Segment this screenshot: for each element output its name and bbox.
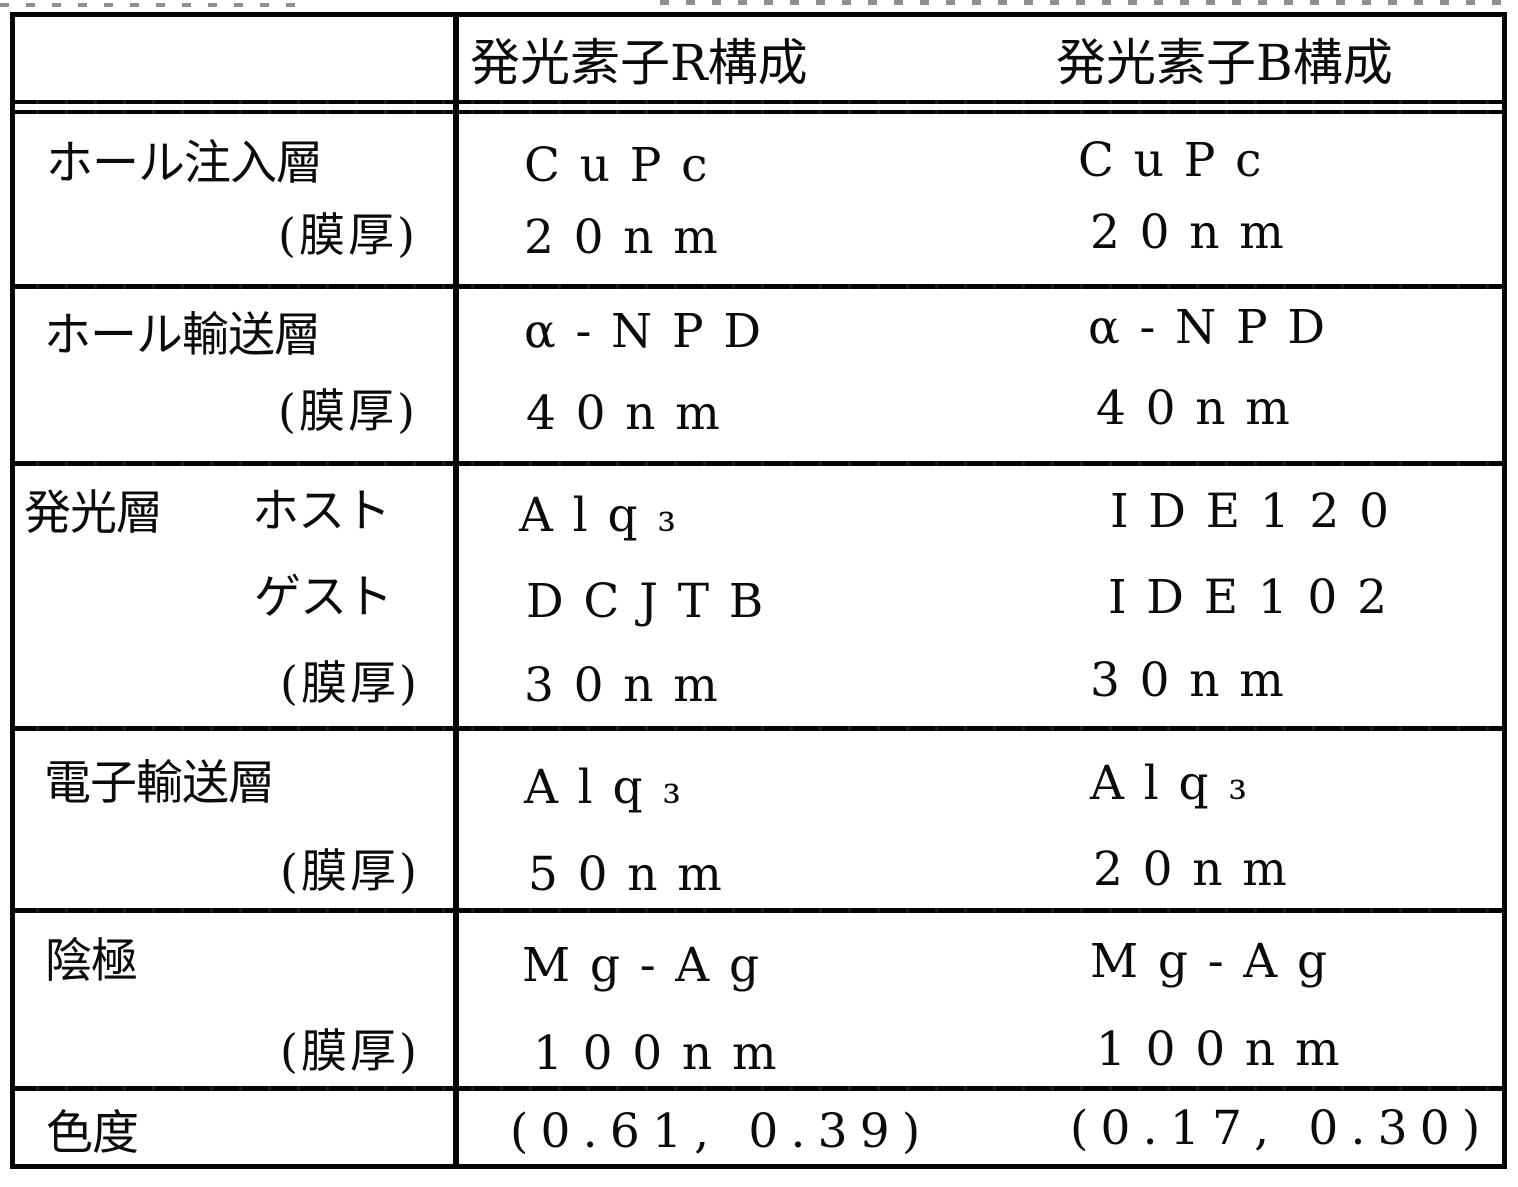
cell-r-hole-injection-thickness: 20nm bbox=[524, 210, 738, 265]
label-electron-transport-layer: 電子輸送層 bbox=[44, 756, 275, 811]
label-cathode-thickness: (膜厚) bbox=[280, 1024, 420, 1078]
label-hole-injection-thickness: (膜厚) bbox=[278, 208, 418, 262]
cell-b-cathode-thickness: 100nm bbox=[1096, 1022, 1360, 1077]
cell-r-cathode-thickness: 100nm bbox=[533, 1026, 797, 1081]
row-separator-5 bbox=[10, 1086, 1507, 1091]
scan-noise-top bbox=[660, 0, 1510, 5]
cell-r-hole-transport-thickness: 40nm bbox=[526, 386, 740, 441]
cell-b-electron-transport-material: Alq₃ bbox=[1090, 756, 1267, 811]
cell-b-chromaticity: (0.17, 0.30) bbox=[1070, 1101, 1493, 1156]
cell-b-hole-injection-thickness: 20nm bbox=[1090, 205, 1304, 260]
label-hole-injection-layer: ホール注入層 bbox=[46, 136, 323, 191]
cell-b-electron-transport-thickness: 20nm bbox=[1093, 842, 1307, 897]
cell-r-emitting-host: Alq₃ bbox=[519, 488, 696, 543]
row-separator-2 bbox=[10, 461, 1507, 466]
label-electron-transport-thickness: (膜厚) bbox=[280, 844, 420, 898]
header-separator-upper bbox=[10, 100, 1507, 104]
cell-b-emitting-thickness: 30nm bbox=[1090, 653, 1304, 708]
column-divider bbox=[453, 12, 459, 1169]
label-hole-transport-thickness: (膜厚) bbox=[278, 384, 418, 438]
row-separator-3 bbox=[10, 726, 1507, 731]
cell-r-chromaticity: (0.61, 0.39) bbox=[510, 1104, 933, 1159]
cell-r-hole-injection-material: CuPc bbox=[524, 138, 728, 193]
label-cathode: 陰極 bbox=[45, 934, 138, 989]
row-separator-1 bbox=[10, 284, 1507, 289]
cell-b-emitting-host: IDE120 bbox=[1110, 484, 1409, 539]
row-separator-4 bbox=[10, 908, 1507, 913]
cell-r-electron-transport-thickness: 50nm bbox=[528, 847, 742, 902]
cell-b-cathode-material: Mg-Ag bbox=[1090, 934, 1347, 989]
scan-noise-top-left bbox=[0, 3, 300, 7]
label-emitting-thickness: (膜厚) bbox=[280, 656, 420, 710]
cell-r-hole-transport-material: α-NPD bbox=[524, 304, 781, 359]
label-emitting-host: ホスト bbox=[252, 484, 391, 539]
cell-b-emitting-guest: IDE102 bbox=[1108, 570, 1407, 625]
cell-b-hole-injection-material: CuPc bbox=[1078, 133, 1282, 188]
cell-r-cathode-material: Mg-Ag bbox=[522, 938, 779, 993]
table-border bbox=[10, 12, 1507, 1169]
cell-r-electron-transport-material: Alq₃ bbox=[524, 760, 701, 815]
label-chromaticity: 色度 bbox=[46, 1106, 139, 1161]
label-emitting-layer: 発光層 bbox=[24, 486, 163, 541]
label-emitting-guest: ゲスト bbox=[254, 570, 393, 625]
header-col-b: 発光素子B構成 bbox=[1056, 34, 1393, 92]
cell-b-hole-transport-material: α-NPD bbox=[1088, 300, 1345, 355]
cell-r-emitting-guest: DCJTB bbox=[526, 574, 784, 629]
header-col-r: 発光素子R構成 bbox=[470, 34, 808, 92]
header-separator-lower bbox=[10, 110, 1507, 114]
cell-b-hole-transport-thickness: 40nm bbox=[1096, 381, 1310, 436]
cell-r-emitting-thickness: 30nm bbox=[524, 658, 738, 713]
label-hole-transport-layer: ホール輸送層 bbox=[44, 308, 321, 363]
